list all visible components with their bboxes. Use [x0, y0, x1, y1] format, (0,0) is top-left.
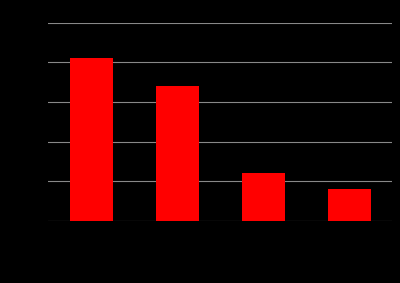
- Bar: [70, 58, 112, 221]
- Bar: [328, 189, 370, 221]
- Bar: [156, 86, 198, 221]
- Bar: [242, 173, 284, 221]
